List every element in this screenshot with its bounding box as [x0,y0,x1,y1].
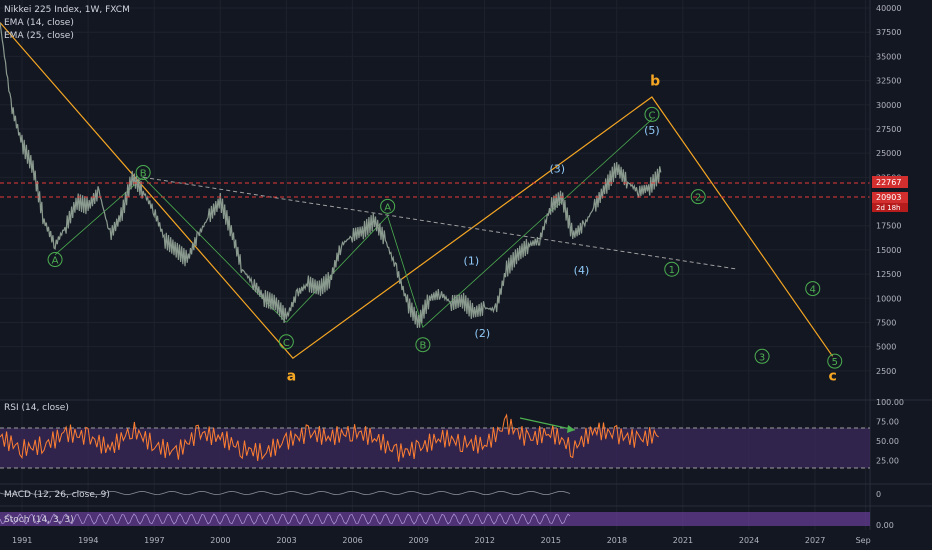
countdown-tag: 2d 18h [872,203,908,212]
x-tick-label: 2021 [673,536,693,545]
rsi-tick-label: 100.00 [876,398,904,407]
wave-line[interactable] [0,22,834,360]
y-tick-label: 37500 [876,28,901,37]
x-tick-label: 2000 [210,536,230,545]
circled-wave-label: B [140,168,147,179]
circled-wave-label: C [648,110,655,121]
rsi-legend[interactable]: RSI (14, close) [4,403,69,413]
major-wave-label: b [650,73,660,89]
rsi-axis: 100.00 75.00 50.00 25.00 [876,398,904,466]
time-axis[interactable]: 1991 1994 1997 2000 2003 2006 2009 2012 2015 2018… [12,536,871,545]
rsi-divergence-arrowhead [567,425,575,433]
price-tag-current: 22767 [872,176,908,188]
x-tick-label: 1997 [144,536,164,545]
y-tick-label: 40000 [876,4,901,13]
wave-circle [135,164,151,180]
x-tick-label: 2015 [541,536,561,545]
paren-wave-label: (1) [464,254,480,267]
rsi-tick-label: 50.00 [876,437,899,446]
circled-wave-label: C [283,338,290,349]
wave-line[interactable] [286,119,653,329]
circled-wave-label: B [419,341,426,352]
x-tick-label: 2018 [607,536,627,545]
stoch-pane[interactable]: Stoch (14, 3, 3) 0.00 [0,512,894,530]
wave-circle [380,198,396,214]
macd-line [0,490,571,496]
countdown-tag-text: 2d 18h [876,204,900,212]
rsi-tick-label: 75.00 [876,418,899,427]
x-tick-label: 1991 [12,536,32,545]
paren-wave-label: (3) [549,162,565,175]
wave-lines [0,22,834,360]
dashed-trendline[interactable] [143,176,738,270]
stoch-axis-zero: 0.00 [876,521,894,530]
x-tick-label: 2006 [342,536,362,545]
rsi-tick-label: 25.00 [876,457,899,466]
x-tick-label: Sep [856,536,871,545]
y-tick-label: 35000 [876,52,901,61]
rsi-band [0,428,870,468]
symbol-legend: Nikkei 225 Index, 1W, FXCM [4,5,130,15]
major-wave-label: c [829,368,837,384]
x-tick-label: 2012 [475,536,495,545]
ema25-legend[interactable]: EMA (25, close) [4,31,74,41]
y-tick-label: 7500 [876,318,896,327]
price-line [0,22,662,328]
price-pane[interactable]: a b c A B C A B C 1 2 3 4 5 (1) (2) (3) (4) (5) [0,22,870,385]
wave-circle [278,334,294,350]
major-wave-label: a [287,368,296,384]
stoch-legend[interactable]: Stoch (14, 3, 3) [4,515,74,525]
wave-circle [754,348,770,364]
circled-wave-label: 5 [832,357,838,368]
circled-wave-label: A [52,256,59,267]
y-tick-label: 25000 [876,149,901,158]
y-tick-label: 15000 [876,246,901,255]
y-tick-label: 17500 [876,222,901,231]
wave-labels: a b c A B C A B C 1 2 3 4 5 (1) (2) (3) (4) (5) [47,73,843,384]
y-tick-label: 30000 [876,101,901,110]
x-tick-label: 2024 [739,536,759,545]
rsi-line [0,413,659,462]
y-tick-label: 5000 [876,343,896,352]
y-tick-label: 10000 [876,294,901,303]
circled-wave-label: 2 [695,193,701,204]
wave-circle [644,106,660,122]
rsi-divergence-arrow [519,417,576,431]
circled-wave-label: 1 [669,265,675,276]
y-tick-label: 27500 [876,125,901,134]
circled-wave-label: 3 [759,352,765,363]
x-tick-label: 2027 [805,536,825,545]
wave-circle [415,337,431,353]
paren-wave-label: (4) [574,264,590,277]
y-tick-label: 12500 [876,270,901,279]
circled-wave-label: 4 [810,285,816,296]
price-tag-previous-text: 20903 [876,193,901,202]
ema14-legend[interactable]: EMA (14, close) [4,18,74,28]
stoch-band [0,512,870,526]
x-tick-label: 2003 [276,536,296,545]
macd-axis-zero: 0 [876,490,881,499]
paren-wave-label: (5) [644,124,660,137]
macd-pane[interactable]: MACD (12, 26, close, 9) 0 [0,490,881,500]
paren-wave-label: (2) [475,327,491,340]
wave-circle [690,189,706,205]
wave-circle [47,252,63,268]
price-axis[interactable]: 4000037500350003250030000275002500022500… [876,4,901,376]
price-tag-current-text: 22767 [876,178,901,187]
circled-wave-label: A [384,202,391,213]
wave-circle [805,281,821,297]
y-tick-label: 2500 [876,367,896,376]
rsi-pane[interactable]: RSI (14, close) 100.00 75.00 50.00 25.00 [0,398,904,469]
y-tick-label: 32500 [876,77,901,86]
macd-legend[interactable]: MACD (12, 26, close, 9) [4,490,110,500]
x-tick-label: 1994 [78,536,98,545]
wave-circle [664,261,680,277]
price-tag-previous: 20903 [872,192,908,203]
x-tick-label: 2009 [408,536,428,545]
wave-circle [827,353,843,369]
stoch-line [0,513,571,525]
